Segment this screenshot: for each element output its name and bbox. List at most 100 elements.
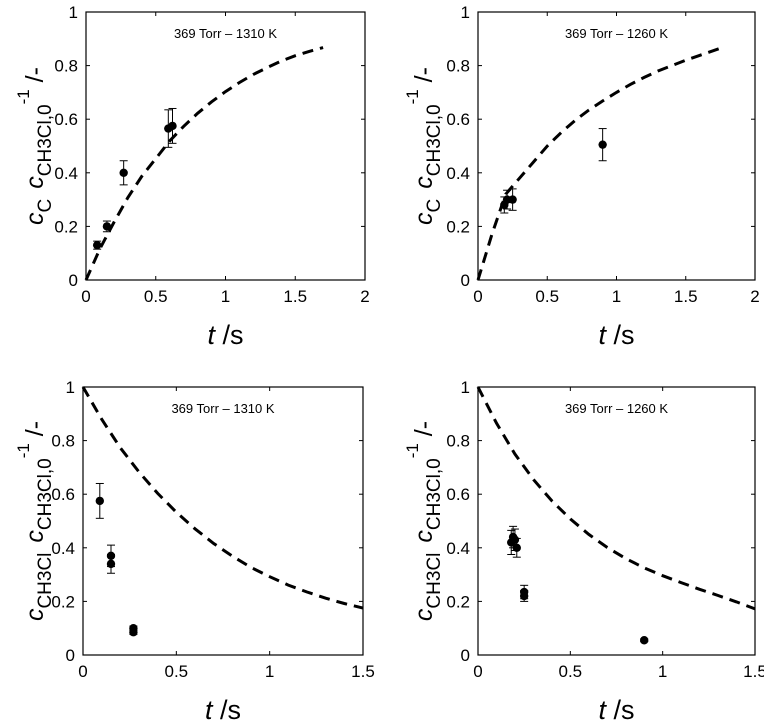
y-axis-label: cCcCH3Cl,0-1 /- (403, 67, 445, 225)
x-axis-label: t /s (205, 695, 241, 725)
model-curve (476, 46, 721, 281)
x-axis-label-var: t (598, 320, 607, 350)
x-axis-label-unit: /s (606, 320, 635, 350)
x-tick-label: 0 (473, 287, 482, 306)
y-tick-label: 0.6 (51, 485, 75, 504)
y-tick-label: 1 (66, 378, 75, 397)
data-point (512, 543, 521, 552)
panel-title: 369 Torr – 1310 K (174, 26, 277, 41)
y-tick-label: 0.2 (446, 217, 470, 236)
y-axis-label-c1: c (410, 212, 438, 225)
x-axis-label-var: t (205, 695, 214, 725)
y-axis-label-unit: /- (410, 421, 438, 443)
chart-panel-3: 0 0.5 1 1.5 0 0.2 0.4 0.6 0.8 1 369 Torr – 1310 K t… (14, 378, 375, 725)
x-axis-label: t /s (598, 320, 634, 350)
y-tick-label: 0 (69, 271, 78, 290)
y-tick-label: 0.6 (54, 110, 78, 129)
data-point (95, 496, 105, 506)
y-tick-label: 0 (461, 271, 470, 290)
y-axis-label-c2: c (21, 530, 49, 543)
data-point (92, 240, 102, 250)
data-point (168, 121, 177, 131)
data-point (598, 140, 607, 149)
chart-panel-1: 0 0.5 1 1.5 2 0 0.2 0.4 0.6 0.8 1 369 Torr – 1310 K… (14, 3, 370, 350)
plot-frame (477, 386, 756, 656)
y-tick-label: 0.2 (446, 592, 470, 611)
y-axis-label: cCcCH3Cl,0-1 /- (14, 67, 56, 225)
y-tick-label: 0.2 (51, 592, 75, 611)
x-tick-label: 0 (81, 287, 90, 306)
y-axis-label-sup: -1 (14, 89, 33, 104)
y-axis-label-sub2: CH3Cl,0 (424, 104, 445, 176)
model-curve (81, 386, 364, 610)
chart-panel-2: 0 0.5 1 1.5 2 0 0.2 0.4 0.6 0.8 1 369 Torr – 1260 K… (403, 3, 760, 350)
y-axis-label: cCH3ClcCH3Cl,0-1 /- (14, 421, 56, 621)
panel-title: 369 Torr – 1310 K (171, 401, 274, 416)
y-axis-label-c1: c (410, 608, 438, 621)
y-axis-label-c1: c (21, 608, 49, 621)
y-tick-label: 0.2 (54, 217, 78, 236)
plot-frame (477, 11, 756, 281)
y-tick-label: 1 (69, 3, 78, 22)
x-axis-label: t /s (598, 695, 634, 725)
data-point (508, 195, 517, 204)
x-tick-label: 1.5 (674, 287, 698, 306)
data-point (119, 168, 128, 177)
y-axis-label-sub2: CH3Cl,0 (35, 104, 56, 176)
data-point (519, 591, 529, 601)
x-axis-label-var: t (598, 695, 607, 725)
x-tick-label: 1.5 (351, 662, 375, 681)
y-tick-label: 0.4 (54, 164, 78, 183)
plot-frame (85, 11, 366, 281)
y-axis-label-c1: c (21, 212, 49, 225)
y-axis-label-sub2: CH3Cl,0 (35, 458, 56, 530)
x-tick-label: 0 (78, 662, 87, 681)
data-point (510, 535, 520, 544)
x-axis-label-unit: /s (606, 695, 635, 725)
x-tick-label: 1 (221, 287, 230, 306)
x-tick-label: 1 (612, 287, 621, 306)
y-tick-label: 0.4 (446, 164, 470, 183)
y-axis-label-sup: -1 (14, 443, 33, 458)
y-tick-label: 0.8 (446, 57, 470, 76)
y-tick-label: 0.4 (51, 539, 75, 558)
x-axis-label: t /s (207, 320, 243, 350)
y-axis-label-c2: c (21, 176, 49, 189)
y-axis-label-sub2: CH3Cl,0 (424, 458, 445, 530)
y-tick-label: 0.8 (54, 57, 78, 76)
x-axis-label-unit: /s (215, 320, 244, 350)
y-tick-label: 0.6 (446, 485, 470, 504)
y-axis-label-c2: c (410, 530, 438, 543)
y-axis-label-c2: c (410, 176, 438, 189)
y-tick-label: 0.8 (446, 432, 470, 451)
y-axis-label-sub1: C (35, 199, 56, 213)
y-axis-label-unit: /- (21, 67, 49, 89)
y-axis-label-sub1: CH3Cl (424, 553, 445, 609)
x-tick-label: 0.5 (144, 287, 168, 306)
y-axis-label-unit: /- (21, 421, 49, 443)
model-curve (84, 46, 324, 281)
x-tick-label: 0.5 (535, 287, 559, 306)
plot-frame (82, 386, 364, 656)
x-tick-label: 0 (473, 662, 482, 681)
y-axis-label-sub1: CH3Cl (35, 553, 56, 609)
x-tick-label: 2 (360, 287, 369, 306)
model-curve (476, 386, 756, 611)
y-tick-label: 1 (461, 3, 470, 22)
y-axis-label-unit: /- (410, 67, 438, 89)
x-tick-label: 0.5 (165, 662, 189, 681)
x-axis-label-unit: /s (213, 695, 242, 725)
y-tick-label: 0 (461, 646, 470, 665)
data-point (106, 559, 116, 569)
chart-panel-4: 0 0.5 1 1.5 0 0.2 0.4 0.6 0.8 1 369 Torr – 1260 K t… (403, 378, 764, 725)
x-tick-label: 1.5 (743, 662, 764, 681)
data-point (640, 636, 649, 645)
x-tick-label: 1 (265, 662, 274, 681)
x-tick-label: 1 (658, 662, 667, 681)
y-tick-label: 0 (66, 646, 75, 665)
x-tick-label: 0.5 (559, 662, 583, 681)
y-axis-label-sup: -1 (403, 443, 422, 458)
x-axis-label-var: t (207, 320, 216, 350)
data-point (129, 628, 138, 637)
